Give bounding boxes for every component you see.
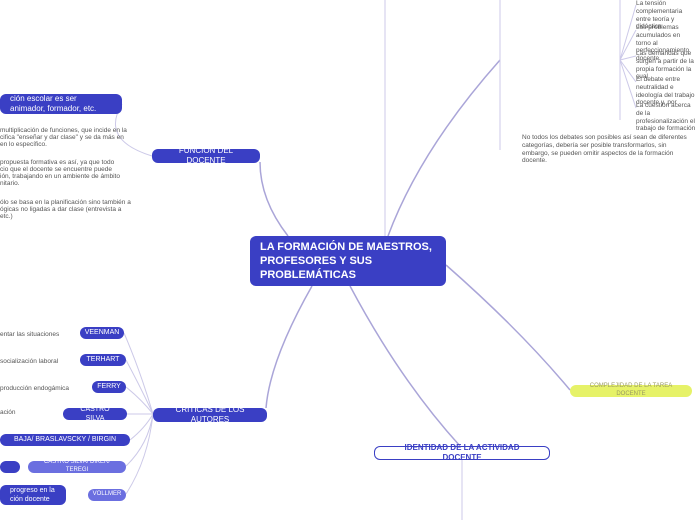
author-terhart[interactable]: TERHART (80, 354, 126, 366)
rt-summary: No todos los debates son posibles así se… (522, 134, 692, 165)
author-baja[interactable]: BAJA/ BRASLAVSCKY / BIRGIN (0, 434, 130, 446)
author-vollmer[interactable]: VOLLMER (88, 489, 126, 501)
funcion-node[interactable]: FUNCIÓN DEL DOCENTE (152, 149, 260, 163)
author-veenman[interactable]: VEENMAN (80, 327, 124, 339)
note-3c: etc.) (0, 213, 13, 221)
complejidad-node[interactable]: COMPLEJIDAD DE LA TAREA DOCENTE (570, 385, 692, 397)
blue-chip (0, 461, 20, 473)
note-2d: nitario. (0, 180, 20, 188)
author-castrosilva-note: ación (0, 409, 16, 417)
progreso-node[interactable]: progreso en la ción docente (0, 485, 66, 505)
rt-item-4: La cuestión acerca de la profesionalizac… (636, 102, 696, 133)
author-ferry[interactable]: FERRY (92, 381, 126, 393)
animador-node[interactable]: ción escolar es ser animador, formador, … (0, 94, 122, 114)
author-castrosilva[interactable]: CASTRO SILVA (63, 408, 127, 420)
author-ferry-note: producción endogámica (0, 385, 69, 393)
identidad-node[interactable]: IDENTIDAD DE LA ACTIVIDAD DOCENTE (374, 446, 550, 460)
note-1c: en lo específico. (0, 141, 47, 149)
author-castrosilva2[interactable]: CASTRO SILVA/ DIKER/ TEREGI (28, 461, 126, 473)
center-node[interactable]: LA FORMACIÓN DE MAESTROS, PROFESORES Y S… (250, 236, 446, 286)
criticas-node[interactable]: CRITICAS DE LOS AUTORES (153, 408, 267, 422)
author-veenman-note: entar las situaciones (0, 331, 59, 339)
note-3b: ógicas no ligadas a dar clase (entrevist… (0, 206, 121, 214)
author-terhart-note: socialización laboral (0, 358, 58, 366)
